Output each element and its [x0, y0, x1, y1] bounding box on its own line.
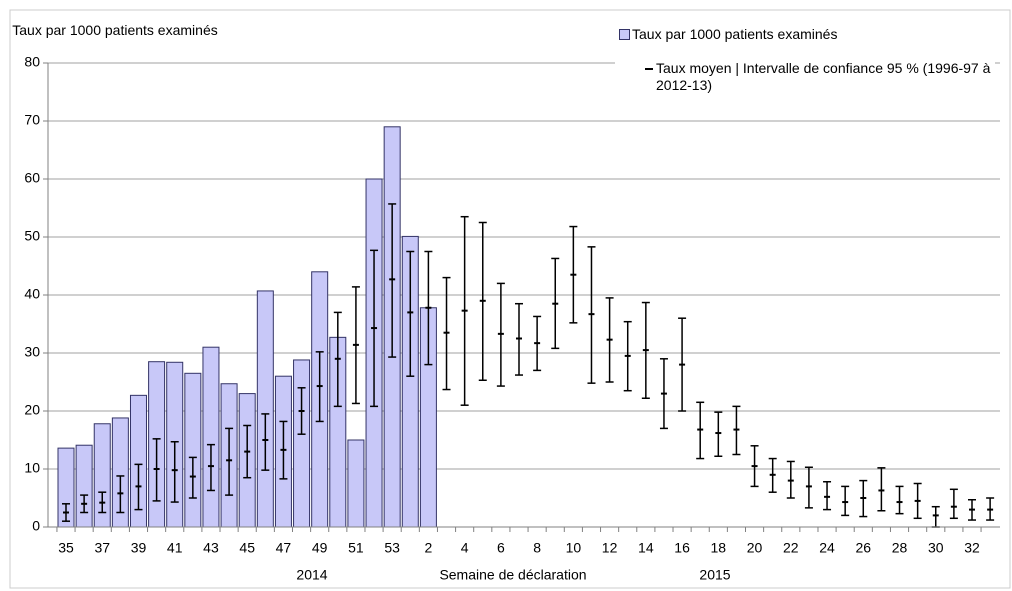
- x-tick-label: 10: [566, 540, 582, 556]
- y-tick-label: 10: [24, 460, 40, 476]
- x-tick-label: 6: [497, 540, 505, 556]
- year-label: 2015: [699, 567, 730, 583]
- y-tick-label: 0: [32, 518, 40, 534]
- legend-label: Taux moyen | Intervalle de confiance 95 …: [656, 60, 991, 93]
- x-axis-label: Semaine de déclaration: [439, 567, 586, 583]
- y-tick-label: 60: [24, 170, 40, 186]
- bar: [202, 346, 220, 528]
- x-tick-label: 16: [674, 540, 690, 556]
- x-tick-label: 28: [892, 540, 908, 556]
- frame: [9, 9, 1011, 589]
- y-tick-label: 30: [24, 344, 40, 360]
- x-tick-label: 53: [384, 540, 400, 556]
- x-tick-label: 12: [602, 540, 618, 556]
- x-tick-label: 51: [348, 540, 364, 556]
- x-tick-label: 47: [276, 540, 292, 556]
- year-label: 2014: [296, 567, 327, 583]
- x-tick-label: 32: [964, 540, 980, 556]
- x-tick-label: 4: [461, 540, 469, 556]
- x-tick-label: 45: [239, 540, 255, 556]
- x-tick-label: 26: [855, 540, 871, 556]
- x-tick-label: 49: [312, 540, 328, 556]
- legend-swatch: [619, 29, 630, 40]
- bar: [293, 359, 311, 528]
- x-tick-label: 20: [747, 540, 763, 556]
- legend: Taux par 1000 patients examinés Taux moy…: [615, 24, 995, 102]
- x-tick-label: 18: [711, 540, 727, 556]
- x-tick-label: 22: [783, 540, 799, 556]
- y-tick-label: 80: [24, 54, 40, 70]
- x-tick-label: 30: [928, 540, 944, 556]
- bar: [347, 439, 365, 528]
- x-tick-label: 37: [94, 540, 110, 556]
- y-tick-label: 20: [24, 402, 40, 418]
- bar: [184, 372, 202, 528]
- x-tick-label: 8: [533, 540, 541, 556]
- y-tick-label: 40: [24, 286, 40, 302]
- bar: [75, 444, 93, 528]
- y-axis-label: Taux par 1000 patients examinés: [12, 22, 218, 38]
- x-tick-label: 14: [638, 540, 654, 556]
- y-tick-label: 50: [24, 228, 40, 244]
- y-tick-label: 70: [24, 112, 40, 128]
- legend-label: Taux par 1000 patients examinés: [632, 26, 838, 42]
- x-tick-label: 35: [58, 540, 74, 556]
- x-tick-label: 24: [819, 540, 835, 556]
- x-tick-label: 39: [131, 540, 147, 556]
- x-tick-label: 43: [203, 540, 219, 556]
- legend-swatch: [645, 68, 653, 70]
- bar: [256, 290, 274, 528]
- x-tick-label: 2: [425, 540, 433, 556]
- x-tick-label: 41: [167, 540, 183, 556]
